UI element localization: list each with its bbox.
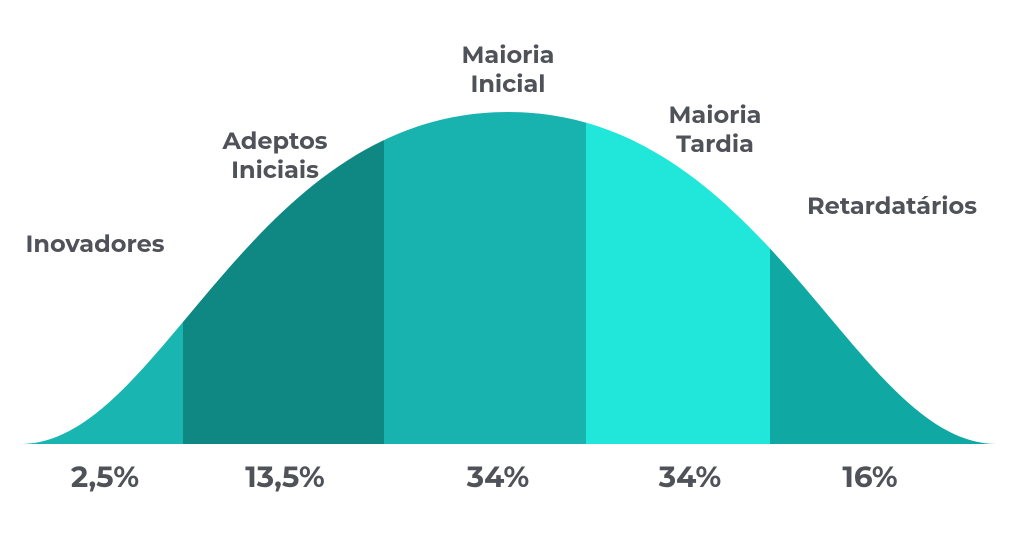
adoption-curve-chart: Inovadores 2,5% AdeptosIniciais 13,5% Maiori…: [0, 0, 1017, 555]
pct-inovadores: 2,5%: [60, 460, 150, 495]
segment-retardatarios: [770, 0, 997, 444]
pct-adeptos-iniciais: 13,5%: [230, 460, 340, 495]
label-maioria-tardia: MaioriaTardia: [635, 102, 795, 160]
label-maioria-inicial: MaioriaInicial: [428, 42, 588, 100]
pct-retardatarios: 16%: [825, 460, 915, 495]
label-retardatarios: Retardatários: [792, 193, 992, 222]
segment-adeptos-iniciais: [183, 0, 384, 444]
label-inovadores: Inovadores: [25, 231, 165, 260]
segment-inovadores: [20, 0, 183, 444]
pct-maioria-tardia: 34%: [645, 460, 735, 495]
segment-maioria-tardia: [586, 0, 770, 444]
pct-maioria-inicial: 34%: [453, 460, 543, 495]
label-adeptos-iniciais: AdeptosIniciais: [195, 128, 355, 186]
